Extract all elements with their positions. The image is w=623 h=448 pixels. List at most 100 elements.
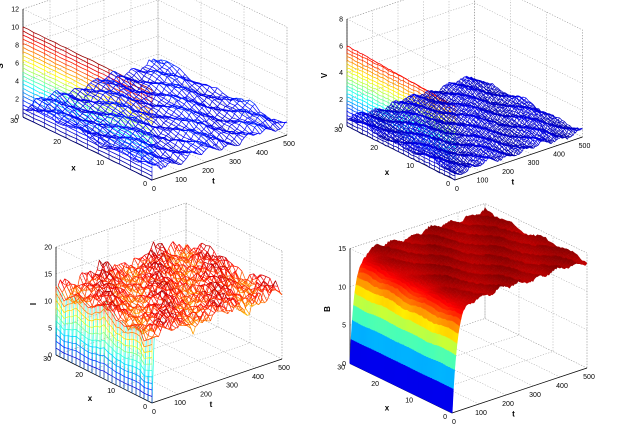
surface-line bbox=[113, 84, 116, 89]
surface-line bbox=[148, 108, 152, 113]
grid-line-z bbox=[22, 0, 288, 64]
surface-line bbox=[168, 101, 175, 105]
surface-line bbox=[115, 75, 119, 78]
surface-line bbox=[59, 118, 63, 122]
surface-line bbox=[395, 126, 398, 130]
surface-line bbox=[158, 106, 162, 111]
surface-line bbox=[57, 95, 61, 98]
surface-line bbox=[85, 116, 88, 121]
surface-line bbox=[64, 114, 67, 117]
surface-line bbox=[31, 100, 35, 106]
surface-line bbox=[110, 117, 114, 125]
surface-line bbox=[461, 80, 464, 84]
surface-line bbox=[260, 122, 263, 125]
surface-line bbox=[125, 129, 128, 133]
surface-line bbox=[75, 93, 79, 98]
surface-line bbox=[153, 98, 160, 103]
surface-line bbox=[163, 143, 166, 148]
grid-line-z bbox=[22, 0, 288, 46]
surface-line bbox=[181, 103, 185, 108]
surface-line bbox=[80, 105, 84, 109]
surface-line bbox=[98, 97, 102, 102]
surface-line bbox=[252, 132, 258, 134]
surface-line bbox=[171, 88, 175, 92]
surface-line bbox=[169, 65, 173, 69]
surface-line bbox=[232, 105, 236, 109]
surface-line bbox=[182, 145, 189, 150]
surface-line bbox=[153, 88, 157, 93]
surface-line bbox=[163, 85, 167, 90]
surface-line bbox=[107, 138, 110, 142]
surface-line bbox=[167, 118, 174, 122]
surface-line bbox=[214, 91, 221, 96]
surface-line bbox=[77, 91, 81, 95]
surface-line bbox=[82, 103, 86, 107]
surface-line bbox=[113, 108, 116, 111]
surface-line bbox=[170, 131, 177, 137]
surface-line bbox=[135, 123, 139, 128]
surface-line bbox=[226, 112, 233, 119]
surface-line bbox=[228, 133, 235, 140]
surface-line bbox=[199, 107, 203, 112]
initial-wall-line bbox=[346, 53, 456, 108]
surface-line bbox=[125, 99, 129, 103]
surface-line bbox=[197, 87, 200, 91]
t-tick-label: 200 bbox=[202, 168, 214, 175]
surface-line bbox=[231, 138, 235, 142]
surface-line bbox=[89, 91, 96, 96]
surface-line bbox=[262, 120, 266, 124]
surface-line bbox=[158, 133, 162, 137]
surface-line bbox=[153, 83, 159, 85]
surface-line bbox=[102, 142, 106, 147]
surface-line bbox=[161, 67, 168, 71]
surface-line bbox=[103, 83, 107, 87]
surface-line bbox=[181, 109, 185, 114]
surface-line bbox=[90, 80, 94, 84]
surface-line bbox=[175, 133, 179, 137]
surface-line bbox=[149, 74, 152, 80]
surface-line bbox=[168, 96, 172, 102]
surface-line bbox=[54, 90, 57, 92]
surface-line bbox=[236, 97, 242, 100]
surface-line bbox=[62, 108, 66, 112]
surface-line bbox=[252, 103, 256, 107]
surface-line bbox=[195, 147, 199, 150]
surface-line bbox=[138, 85, 142, 90]
surface-line bbox=[141, 83, 144, 87]
surface-line bbox=[234, 103, 238, 106]
surface-line bbox=[171, 114, 178, 118]
surface-line bbox=[158, 110, 165, 116]
surface-line bbox=[229, 117, 233, 120]
surface-line bbox=[211, 101, 218, 107]
surface-line bbox=[239, 124, 246, 130]
x-axis-label: x bbox=[71, 164, 76, 173]
surface-line bbox=[146, 85, 150, 89]
surface-line bbox=[128, 68, 132, 73]
surface-line bbox=[159, 73, 162, 77]
surface-line bbox=[439, 88, 442, 92]
z-tick-label: 4 bbox=[15, 79, 19, 86]
surface-line bbox=[222, 116, 225, 119]
surface-line bbox=[143, 105, 146, 108]
surface-line bbox=[140, 112, 144, 117]
surface-line bbox=[164, 81, 171, 85]
surface-line bbox=[64, 107, 68, 110]
t-tick-label: 100 bbox=[175, 177, 187, 184]
surface-line bbox=[81, 109, 85, 114]
surface-line bbox=[150, 107, 154, 110]
surface-line bbox=[89, 135, 93, 139]
surface-line bbox=[149, 66, 153, 70]
surface-line bbox=[232, 117, 238, 120]
surface-line bbox=[133, 101, 137, 105]
surface-line bbox=[137, 120, 141, 124]
surface-line bbox=[251, 113, 257, 115]
surface-line bbox=[166, 111, 172, 116]
surface-line bbox=[194, 95, 198, 100]
surface-line bbox=[488, 84, 491, 88]
surface-line bbox=[120, 117, 123, 120]
surface-line bbox=[79, 91, 86, 97]
surface-line bbox=[41, 99, 45, 102]
surface-line bbox=[140, 127, 144, 130]
surface-line bbox=[209, 85, 216, 93]
surface-line bbox=[139, 144, 146, 148]
